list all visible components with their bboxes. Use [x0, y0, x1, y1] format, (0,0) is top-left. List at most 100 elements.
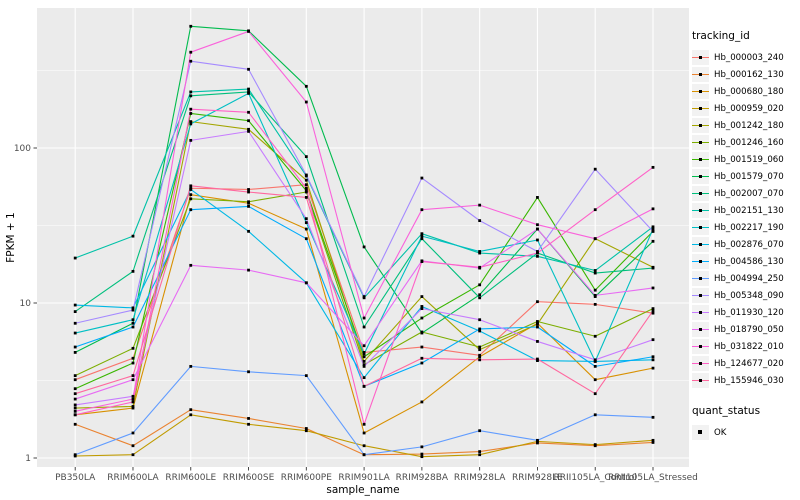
legend-item-label: Hb_004586_130 [714, 256, 784, 267]
data-point [478, 353, 482, 357]
data-point [131, 318, 135, 322]
data-point [73, 256, 77, 260]
data-point [73, 351, 77, 354]
data-point [593, 302, 597, 306]
x-tick-label: RRIM901LA [338, 473, 390, 483]
data-point [651, 355, 655, 359]
legend-item-ok: OK [692, 424, 798, 441]
legend-items: Hb_000003_240 Hb_000162_130 Hb_000680_180 H… [692, 49, 798, 389]
data-point [131, 394, 135, 398]
data-point [478, 203, 482, 207]
data-point [362, 376, 366, 380]
data-point [478, 453, 482, 457]
data-point [189, 120, 193, 124]
data-point [651, 207, 655, 211]
data-point [362, 384, 366, 388]
data-point [593, 269, 597, 272]
data-point [247, 422, 250, 426]
data-point [593, 378, 597, 382]
data-point [247, 204, 250, 208]
data-point [362, 453, 366, 457]
data-point [189, 138, 193, 142]
data-point [189, 184, 193, 188]
data-point [478, 345, 482, 349]
data-point [73, 303, 77, 307]
data-point [304, 173, 308, 177]
series-key-icon [692, 288, 709, 303]
data-point [536, 325, 539, 329]
data-point [131, 321, 135, 325]
data-point [304, 237, 308, 241]
legend-item-Hb_002876_070: Hb_002876_070 [692, 236, 798, 253]
data-point [304, 196, 308, 199]
data-point [536, 340, 539, 343]
data-point [131, 234, 135, 238]
series-key-icon [692, 135, 709, 150]
data-point [420, 316, 424, 320]
data-point [247, 110, 250, 114]
legend-item-Hb_000959_020: Hb_000959_020 [692, 100, 798, 117]
data-point [651, 266, 655, 270]
x-tick-label: RRIM600LE [165, 473, 216, 483]
data-point [362, 363, 366, 367]
data-point [593, 443, 597, 447]
legend-item-label: Hb_000959_020 [714, 103, 784, 114]
data-point [189, 188, 193, 191]
data-point [593, 413, 597, 417]
data-point [420, 234, 424, 238]
series-key-icon [692, 67, 709, 82]
series-key-icon [692, 118, 709, 133]
data-point [420, 237, 424, 241]
data-point [362, 352, 366, 356]
legend-item-Hb_000162_130: Hb_000162_130 [692, 66, 798, 83]
data-point [304, 221, 308, 225]
data-point [131, 269, 135, 273]
data-point [304, 427, 308, 430]
data-point [651, 415, 655, 419]
data-point [247, 370, 250, 374]
legend-item-label: Hb_002217_190 [714, 222, 784, 233]
data-point [536, 250, 539, 253]
data-point [73, 453, 77, 457]
legend-item-label: Hb_000003_240 [714, 52, 784, 63]
legend-item-Hb_000680_180: Hb_000680_180 [692, 83, 798, 100]
data-point [362, 344, 366, 348]
data-point [536, 357, 539, 361]
data-point [478, 358, 482, 362]
data-point [478, 429, 482, 433]
data-point [247, 87, 250, 91]
data-point [362, 359, 366, 363]
data-point [536, 322, 539, 326]
data-point [362, 422, 366, 426]
data-point [304, 227, 308, 231]
data-point [536, 438, 539, 442]
data-point [651, 225, 655, 229]
data-point [593, 392, 597, 396]
data-point [651, 239, 655, 243]
ok-point-key-icon [692, 425, 709, 440]
data-point [420, 356, 424, 360]
series-key-icon [692, 373, 709, 388]
legend-item-label: Hb_005348_090 [714, 290, 784, 301]
data-point [478, 293, 482, 297]
data-point [536, 300, 539, 304]
legend-item-label: Hb_000680_180 [714, 86, 784, 97]
data-point [189, 208, 193, 212]
legend-item-Hb_002217_190: Hb_002217_190 [692, 219, 798, 236]
legend-item-Hb_124677_020: Hb_124677_020 [692, 355, 798, 372]
data-point [362, 364, 366, 368]
x-tick-label: PB350LA [55, 473, 96, 483]
x-tick-label: RRIM600LA [107, 473, 159, 483]
data-point [247, 268, 250, 272]
data-point [247, 200, 250, 204]
data-point [304, 281, 308, 285]
data-point [131, 346, 135, 350]
data-point [593, 293, 597, 297]
data-point [247, 67, 250, 71]
data-point [73, 392, 77, 396]
data-point [362, 245, 366, 249]
data-point [189, 59, 193, 63]
data-point [593, 288, 597, 292]
data-point [536, 251, 539, 255]
legend-item-Hb_005348_090: Hb_005348_090 [692, 287, 798, 304]
